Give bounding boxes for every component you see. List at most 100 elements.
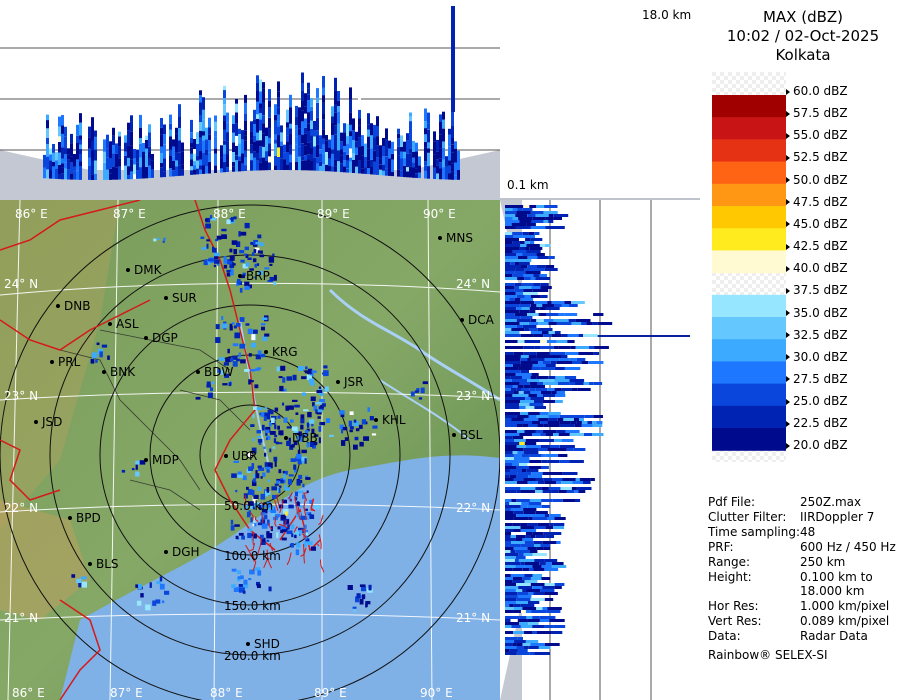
metadata-key: Height:: [708, 569, 752, 584]
city-label: KHL: [382, 413, 406, 427]
city-label: MDP: [152, 453, 179, 467]
latitude-label: 24° N: [456, 277, 490, 291]
legend-label: 27.5 dBZ: [786, 372, 848, 386]
legend-swatch: [712, 339, 786, 362]
city-label: BRP: [246, 269, 270, 283]
metadata-row: Height: 0.100 km to: [708, 570, 873, 584]
legend-label: 45.0 dBZ: [786, 217, 848, 231]
color-legend: [712, 72, 786, 462]
legend-label: 20.0 dBZ: [786, 438, 848, 452]
longitude-label: 88° E: [210, 686, 243, 700]
latitude-label: 21° N: [4, 611, 38, 625]
metadata-value: 1.000 km/pixel: [800, 599, 890, 614]
legend-swatch: [712, 183, 786, 207]
city-label: JSR: [343, 375, 364, 389]
metadata-row: Time sampling:48: [708, 525, 815, 539]
metadata-value: 0.100 km to: [800, 569, 873, 584]
city-label: DGH: [172, 545, 200, 559]
cross-section-divider: [500, 198, 700, 200]
legend-label: 32.5 dBZ: [786, 328, 848, 342]
longitude-label: 90° E: [420, 686, 453, 700]
legend-label: 25.0 dBZ: [786, 394, 848, 408]
legend-swatch: [712, 405, 786, 429]
legend-swatch: [712, 317, 786, 340]
city-label: BNK: [110, 365, 136, 379]
side-cross-section: [500, 200, 700, 700]
city-label: ASL: [116, 317, 139, 331]
range-ring-label: 50.0 km: [224, 499, 273, 513]
metadata-row: Range: 250 km: [708, 555, 845, 569]
city-label: DGP: [152, 331, 178, 345]
radar-map[interactable]: 86° E 86° E 87° E 87° E 88° E 88° E 89° E 89° E…: [0, 200, 500, 700]
latitude-label: 21° N: [456, 611, 490, 625]
reflectivity-echoes: [71, 215, 428, 613]
city-label: PRL: [58, 355, 81, 369]
legend-label: 55.0 dBZ: [786, 128, 848, 142]
metadata-row: Hor Res: 1.000 km/pixel: [708, 599, 889, 613]
radar-site-marker: [246, 451, 254, 459]
range-ring-label: 100.0 km: [224, 549, 281, 563]
legend-swatch: [712, 95, 786, 118]
city-label: MNS: [446, 231, 473, 245]
metadata-row: Data: Radar Data: [708, 629, 868, 643]
range-ring-label: 200.0 km: [224, 649, 281, 663]
legend-swatch: [712, 139, 786, 163]
metadata-key: Pdf File:: [708, 495, 756, 509]
city-label: BDW: [204, 365, 233, 379]
metadata-row: Vert Res: 0.089 km/pixel: [708, 614, 889, 628]
side-echo-profile: [505, 205, 613, 655]
metadata-value: 0.089 km/pixel: [800, 614, 890, 629]
legend-swatch: [712, 383, 786, 407]
metadata-value: 250 km: [800, 554, 846, 569]
longitude-label: 90° E: [423, 207, 456, 221]
longitude-label: 87° E: [113, 207, 146, 221]
height-bottom-label: 0.1 km: [507, 178, 549, 192]
metadata-value: IIRDoppler 7: [800, 509, 875, 524]
range-ring-label: 150.0 km: [224, 599, 281, 613]
metadata-key: Time sampling:: [708, 524, 801, 539]
longitude-label: 86° E: [15, 207, 48, 221]
legend-swatch: [712, 250, 786, 274]
legend-label: 47.5 dBZ: [786, 195, 848, 209]
metadata-key: Clutter Filter:: [708, 509, 787, 524]
legend-swatch: [712, 117, 786, 140]
legend-label: 30.0 dBZ: [786, 350, 848, 364]
metadata-row: 18.000 km: [708, 584, 864, 598]
longitude-label: 86° E: [12, 686, 45, 700]
longitude-label: 89° E: [317, 207, 350, 221]
metadata-value: Radar Data: [800, 629, 868, 644]
metadata-key: PRF:: [708, 539, 734, 554]
legend-swatch: [712, 294, 786, 318]
product-datetime: 10:02 / 02-Oct-2025: [726, 27, 880, 45]
metadata-value: 600 Hz / 450 Hz: [800, 539, 896, 554]
product-name: MAX (dBZ): [762, 8, 844, 26]
latitude-label: 22° N: [4, 501, 38, 515]
metadata-row: Pdf File: 250Z.max: [708, 495, 861, 509]
software-credit: Rainbow® SELEX-SI: [708, 648, 828, 662]
product-title-block: MAX (dBZ) 10:02 / 02-Oct-2025 Kolkata: [700, 8, 906, 65]
latitude-label: 22° N: [456, 501, 490, 515]
metadata-key: Data:: [708, 629, 741, 644]
latitude-label: 23° N: [4, 389, 38, 403]
longitude-label: 89° E: [314, 686, 347, 700]
city-label: BLS: [96, 557, 119, 571]
legend-label: 52.5 dBZ: [786, 150, 848, 164]
metadata-value: 250Z.max: [800, 495, 862, 509]
city-label: DNB: [64, 299, 90, 313]
city-label: UBR: [232, 449, 257, 463]
top-cross-section: [0, 0, 500, 200]
legend-label: 50.0 dBZ: [786, 173, 848, 187]
longitude-label: 87° E: [110, 686, 143, 700]
legend-label: 40.0 dBZ: [786, 261, 848, 275]
metadata-key: Range:: [708, 554, 751, 569]
height-top-label: 18.0 km: [642, 8, 692, 22]
legend-label: 42.5 dBZ: [786, 239, 848, 253]
city-label: DBB: [292, 431, 318, 445]
top-echo-profile: [43, 6, 460, 180]
city-label: DMK: [134, 263, 163, 277]
legend-label: 22.5 dBZ: [786, 416, 848, 430]
metadata-value: 18.000 km: [800, 584, 865, 599]
legend-swatch: [712, 428, 786, 451]
city-label: DCA: [468, 313, 495, 327]
city-label: SHD: [254, 637, 280, 651]
